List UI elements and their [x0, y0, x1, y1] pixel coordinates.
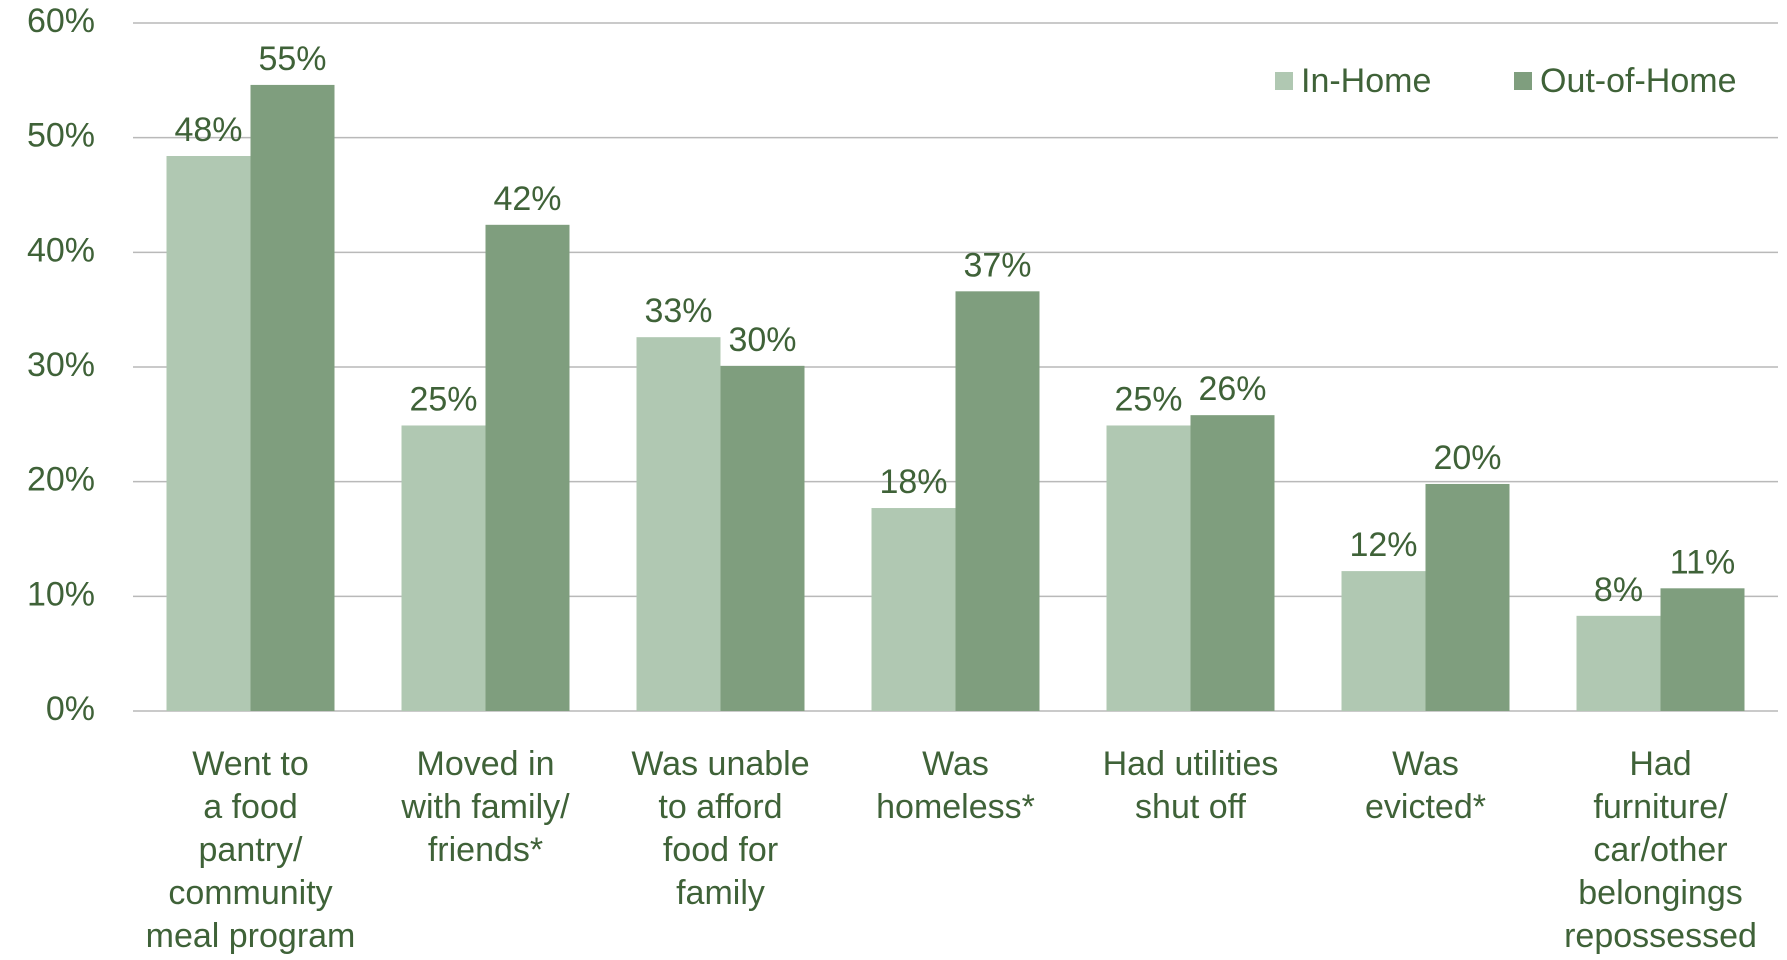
bar	[1576, 615, 1661, 711]
bar	[401, 425, 486, 711]
bar	[1660, 588, 1745, 711]
y-tick-label: 40%	[27, 231, 95, 269]
value-label: 20%	[1433, 439, 1501, 477]
bar	[720, 365, 805, 711]
value-label: 8%	[1594, 571, 1643, 609]
x-tick-label: Was unable to afford food for family	[631, 745, 809, 912]
bar	[1106, 425, 1191, 711]
x-tick-label: Moved in with family/friends*	[400, 745, 570, 869]
bar	[1425, 483, 1510, 711]
value-label: 25%	[1114, 380, 1182, 418]
x-tick-label: Had utilities shut off	[1103, 745, 1279, 826]
y-tick-label: 20%	[27, 461, 95, 499]
y-tick-label: 50%	[27, 117, 95, 155]
value-label: 48%	[174, 111, 242, 149]
y-tick-label: 10%	[27, 575, 95, 613]
value-label: 30%	[728, 321, 796, 359]
bar	[871, 508, 956, 711]
y-tick-label: 30%	[27, 346, 95, 384]
value-label: 11%	[1670, 543, 1736, 581]
value-label: 26%	[1198, 370, 1266, 408]
bar	[166, 156, 251, 712]
bar	[636, 337, 721, 711]
legend-label: In-Home	[1301, 62, 1431, 100]
value-label: 25%	[409, 380, 477, 418]
value-label: 37%	[963, 246, 1031, 284]
x-tick-label: Had furniture/car/other belongings reposses…	[1564, 745, 1757, 955]
y-tick-label: 0%	[46, 690, 95, 728]
bar	[1190, 415, 1275, 711]
x-tick-label: Went to a food pantry/community meal progra…	[146, 745, 356, 955]
value-label: 55%	[258, 40, 326, 78]
legend-swatch	[1275, 72, 1293, 90]
x-tick-label: Was homeless*	[876, 745, 1035, 826]
bar	[485, 224, 570, 711]
bar	[250, 84, 335, 712]
legend-swatch	[1514, 72, 1532, 90]
y-tick-label: 60%	[27, 2, 95, 40]
value-label: 18%	[879, 463, 947, 501]
value-label: 33%	[644, 292, 712, 330]
value-label: 12%	[1349, 526, 1417, 564]
value-label: 42%	[493, 180, 561, 218]
bar	[955, 291, 1040, 711]
x-tick-label: Was evicted*	[1365, 745, 1486, 826]
legend-label: Out-of-Home	[1540, 62, 1737, 100]
bar	[1341, 571, 1426, 711]
